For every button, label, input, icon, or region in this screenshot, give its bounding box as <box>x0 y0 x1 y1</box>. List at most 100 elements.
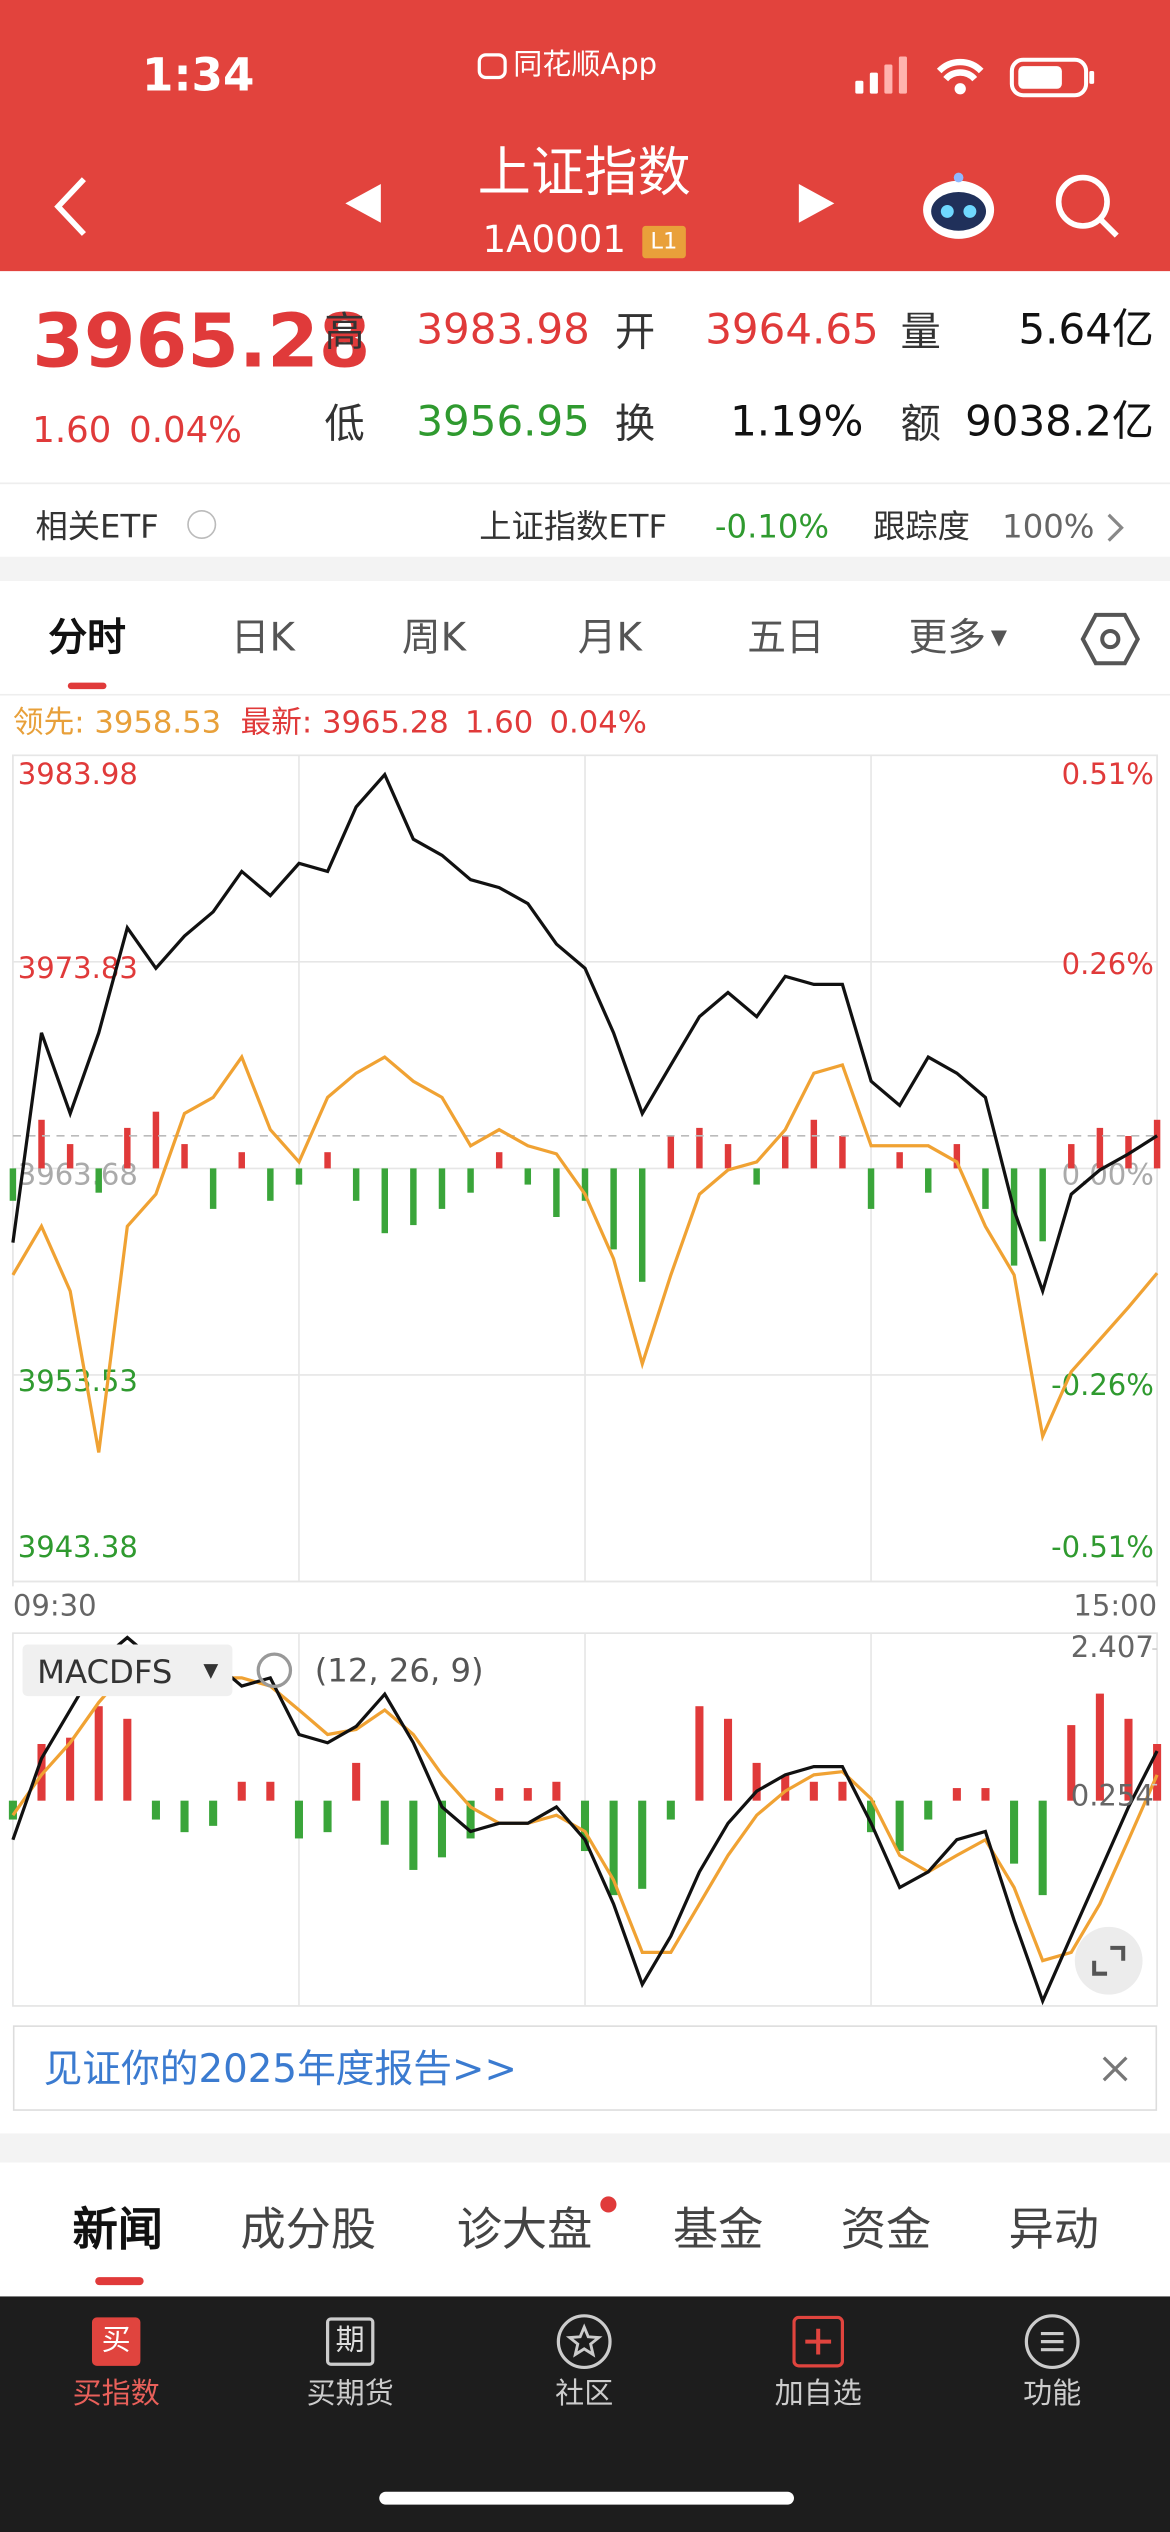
etf-label: 相关ETF <box>35 506 159 546</box>
strength-bar <box>953 1144 961 1169</box>
nav-item[interactable]: 加自选 <box>738 2311 899 2424</box>
nav-label: 买指数 <box>72 2377 160 2412</box>
macd-bar <box>1038 1800 1047 1896</box>
help-icon[interactable] <box>187 509 217 540</box>
report-banner[interactable]: 见证你的2025年度报告>> <box>12 2025 1158 2111</box>
prev-button[interactable] <box>342 181 384 226</box>
back-button[interactable] <box>45 174 97 239</box>
macd-bar <box>781 1775 790 1801</box>
tab-active[interactable]: 分时 <box>48 614 126 661</box>
etf-change: -0.10% <box>714 506 830 546</box>
tab-label: 更多 <box>908 614 987 661</box>
y-tick-label: 3953.53 <box>18 1364 138 1398</box>
macd-bar <box>437 1800 447 1858</box>
field-value: 9038.2亿 <box>965 398 1154 448</box>
strength-bar <box>1068 1144 1075 1169</box>
field-value: 3983.98 <box>416 306 590 356</box>
robot-button[interactable] <box>918 169 999 243</box>
strength-bar <box>495 1152 503 1169</box>
field-value: 1.19% <box>730 398 864 448</box>
nav-item[interactable]: 期 买期货 <box>270 2311 431 2424</box>
separator <box>0 2133 1170 2163</box>
macd-bar <box>952 1788 961 1801</box>
tab[interactable]: 周K <box>401 614 466 661</box>
news-tab[interactable]: 资金 <box>840 2202 932 2257</box>
close-button[interactable] <box>1099 2053 1131 2085</box>
strength-bar <box>467 1168 474 1193</box>
chevron <box>1107 513 1124 542</box>
y2-tick-label: 0.26% <box>1062 947 1154 981</box>
news-tab[interactable]: 诊大盘 <box>456 2202 593 2257</box>
strength-bar <box>9 1168 17 1201</box>
settings-button[interactable] <box>1080 610 1141 668</box>
strength-bar <box>38 1119 45 1169</box>
field-value: 3956.95 <box>416 398 590 448</box>
banner-text: 见证你的2025年度报告>> <box>43 2046 517 2092</box>
x-tick-label: 09:30 <box>13 1588 97 1622</box>
tab[interactable]: 五日 <box>747 614 825 661</box>
tab[interactable]: 日K <box>230 614 295 661</box>
macd-bar <box>294 1800 303 1839</box>
strength-bar <box>95 1168 102 1193</box>
macd-bar <box>352 1762 361 1801</box>
strength-bar <box>667 1135 675 1169</box>
expand-button[interactable] <box>1073 1925 1144 1996</box>
news-tab-active[interactable]: 新闻 <box>72 2202 164 2257</box>
macd-bar <box>151 1800 160 1820</box>
macd-bar <box>37 1743 46 1801</box>
strength-bar <box>324 1152 331 1169</box>
field-label: 量 <box>900 308 941 356</box>
nav-item[interactable]: 功能 <box>972 2311 1133 2424</box>
app-icon <box>477 53 507 80</box>
tab[interactable]: 月K <box>577 614 642 661</box>
field-value: 5.64亿 <box>1018 306 1154 356</box>
etf-row[interactable]: 相关ETF 上证指数ETF -0.10% 跟踪度 100% <box>0 484 1170 557</box>
nav-item[interactable]: 买 买指数 <box>36 2311 197 2424</box>
search-button[interactable] <box>1052 171 1123 242</box>
macd-bar <box>466 1800 475 1839</box>
indicator-select[interactable]: MACDFS ▼ <box>22 1644 233 1697</box>
level-badge: L1 <box>642 225 686 259</box>
macd-bar <box>123 1718 132 1801</box>
macd-bar <box>94 1706 103 1801</box>
news-tab[interactable]: 异动 <box>1008 2202 1100 2257</box>
home-indicator <box>379 2491 794 2505</box>
strength-bar <box>181 1144 188 1169</box>
y2-tick-label: -0.51% <box>1051 1530 1154 1564</box>
nav-icon <box>556 2314 612 2370</box>
macd-bar <box>838 1781 847 1801</box>
help-icon[interactable] <box>256 1652 293 1689</box>
last-price: 3965.28 <box>32 296 371 385</box>
macd-bar <box>523 1788 532 1801</box>
news-tab[interactable]: 基金 <box>672 2202 764 2257</box>
strength-bar <box>610 1168 617 1250</box>
nav-label: 买期货 <box>306 2377 394 2412</box>
strength-bar <box>696 1127 703 1169</box>
strength-bar <box>867 1168 875 1209</box>
strength-bar <box>810 1119 818 1169</box>
strength-bar <box>638 1168 646 1282</box>
field-label: 高 <box>324 308 365 356</box>
nav-icon: 买 <box>91 2317 141 2366</box>
last-value: 3965.28 <box>322 705 449 741</box>
series-line <box>11 1053 1159 1453</box>
strength-bar <box>267 1168 274 1201</box>
strength-bar <box>553 1168 560 1217</box>
nav-icon <box>1024 2314 1080 2370</box>
intraday-chart: 3983.983973.833963.683953.533943.380.51%… <box>9 754 1161 1622</box>
field-label: 低 <box>324 400 365 448</box>
nav-item[interactable]: 社区 <box>504 2311 665 2424</box>
status-app: 同花顺App <box>477 51 657 81</box>
badge-dot <box>600 2196 617 2213</box>
news-tab[interactable]: 成分股 <box>240 2202 377 2257</box>
field-label: 额 <box>900 400 941 448</box>
lead-value: 3958.53 <box>94 705 222 741</box>
tracking-label: 跟踪度 <box>873 506 970 546</box>
next-button[interactable] <box>796 181 838 226</box>
lead-label: 领先: <box>12 705 85 741</box>
macd-bar <box>924 1800 933 1820</box>
etf-name: 上证指数ETF <box>479 506 668 546</box>
macd-bar <box>1095 1693 1104 1801</box>
macd-bar <box>752 1762 761 1801</box>
tab[interactable]: 更多 ▼ <box>909 618 1007 657</box>
